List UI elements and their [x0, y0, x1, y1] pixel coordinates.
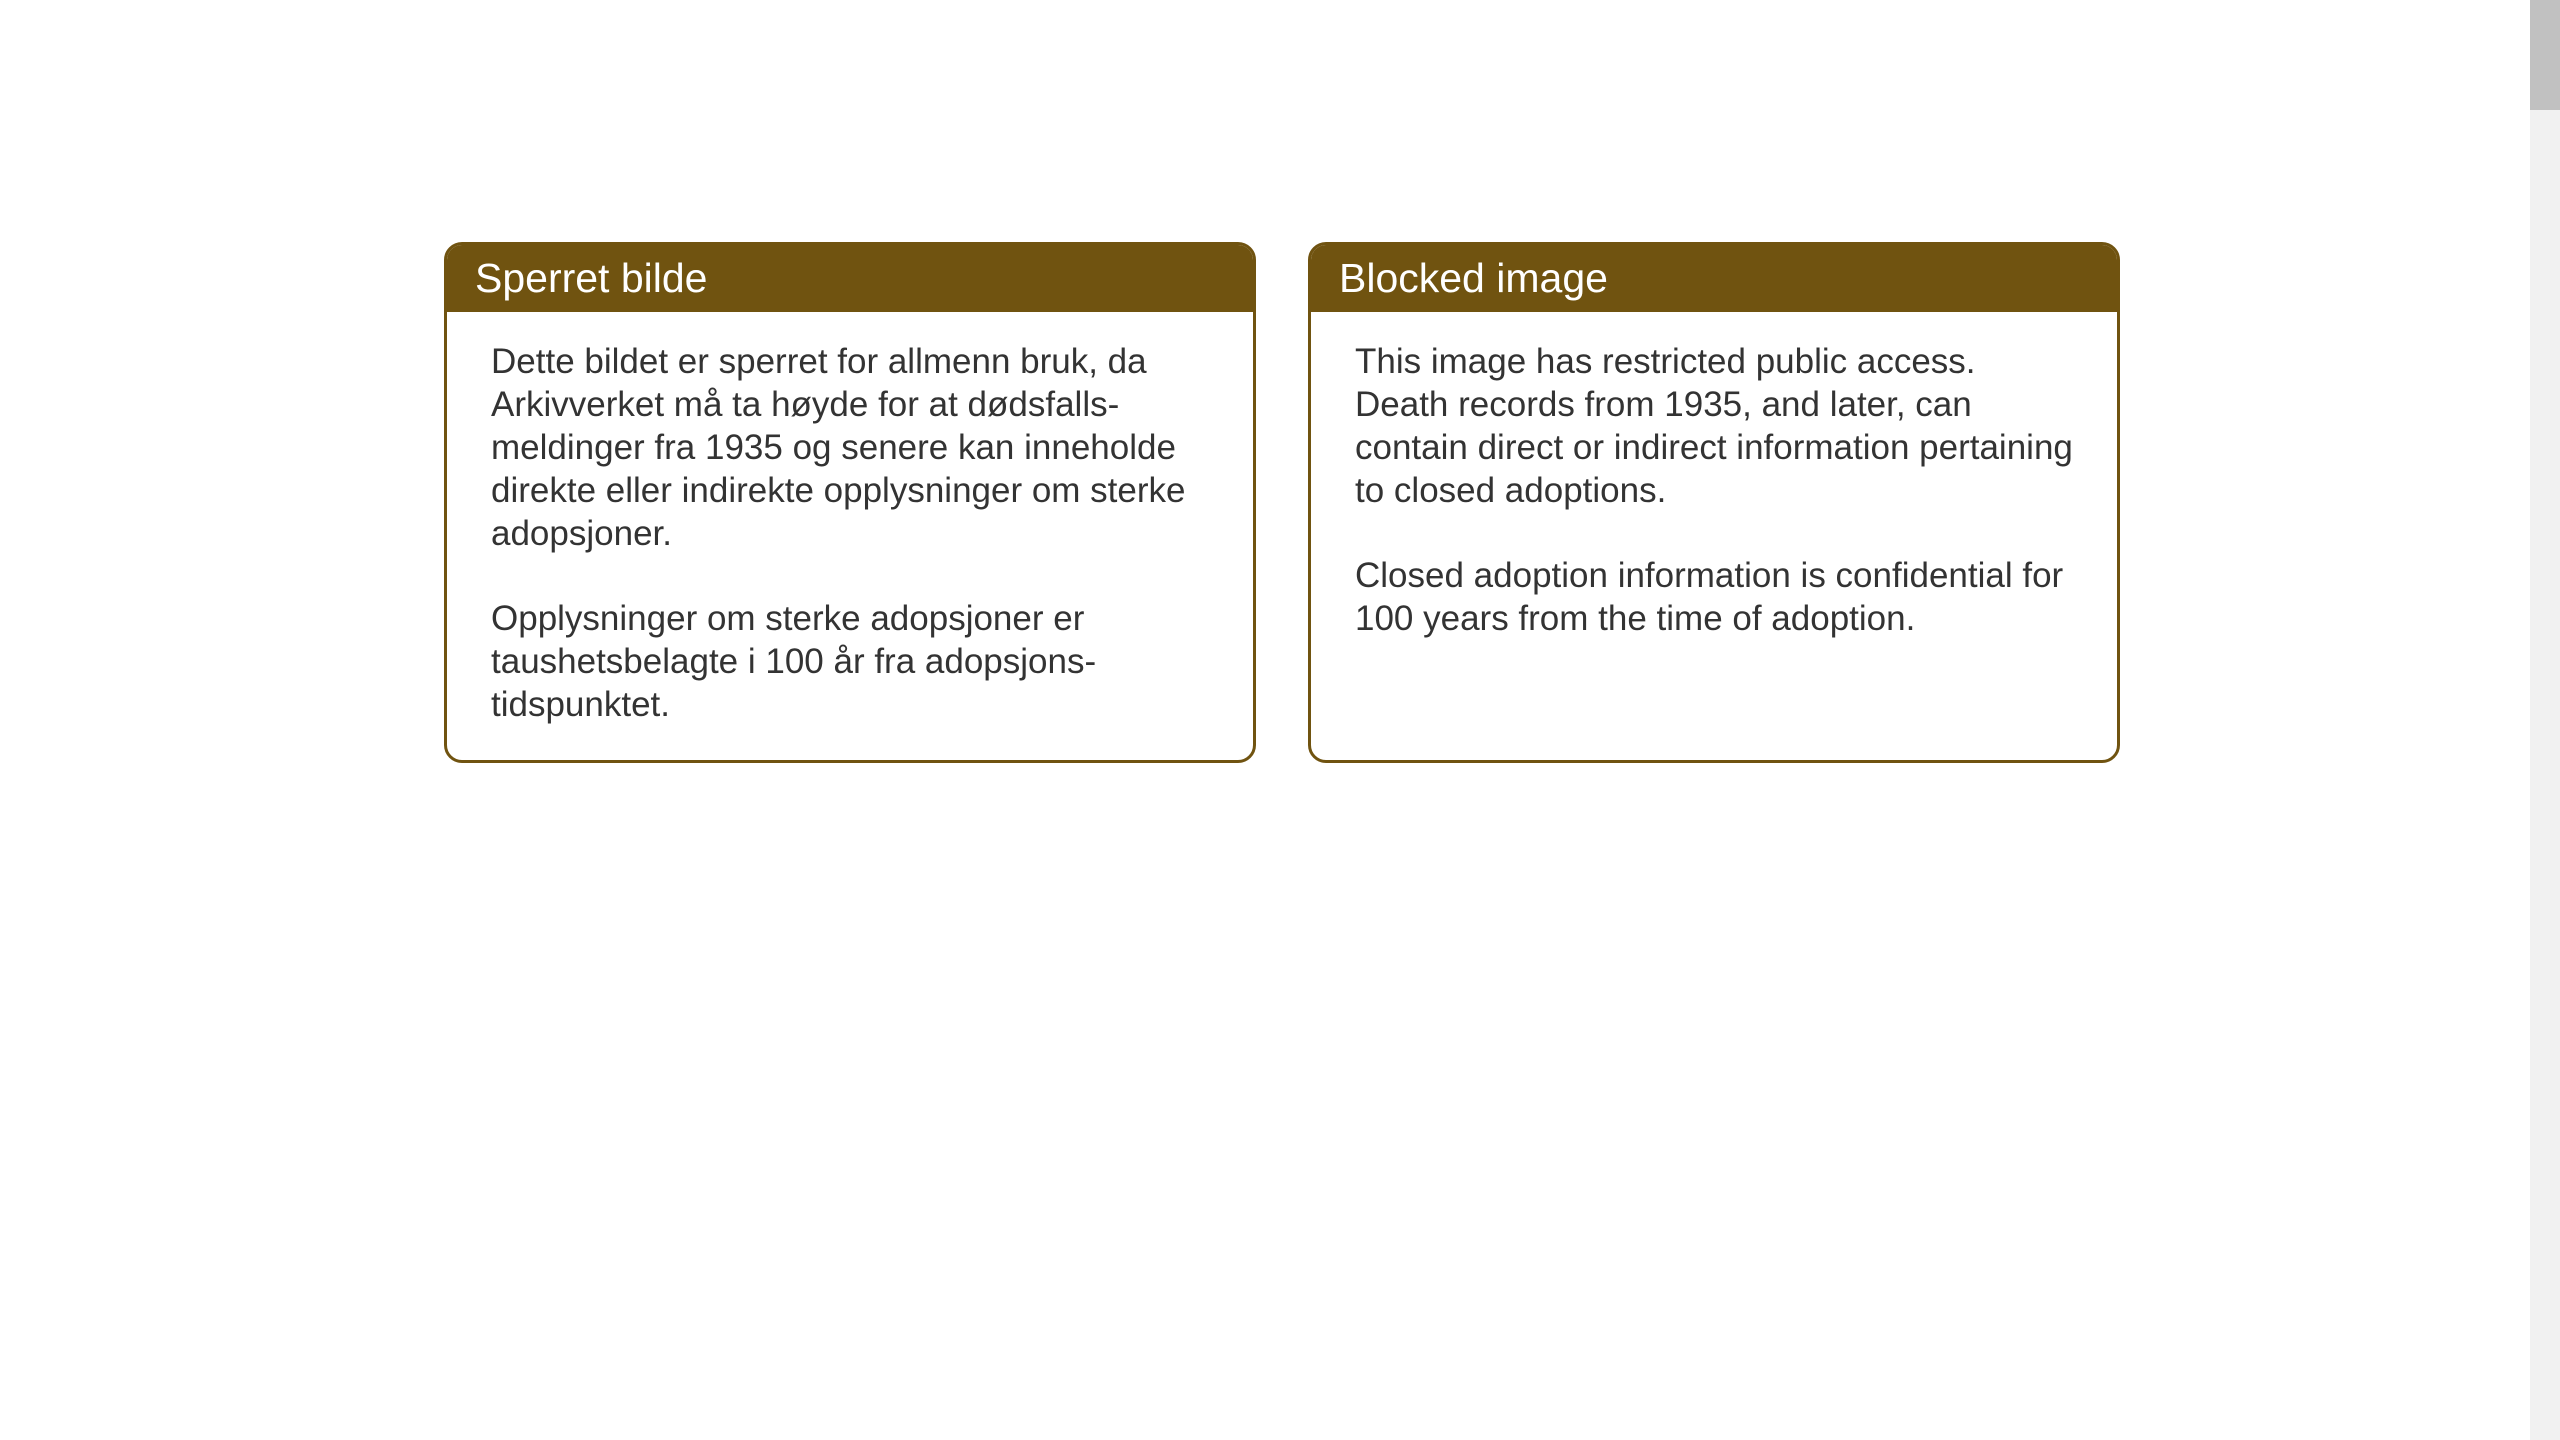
notice-paragraph: Closed adoption information is confident… — [1355, 554, 2073, 640]
notice-paragraph: Dette bildet er sperret for allmenn bruk… — [491, 340, 1209, 555]
notice-title-english: Blocked image — [1311, 245, 2117, 312]
notice-container: Sperret bilde Dette bildet er sperret fo… — [444, 242, 2120, 763]
notice-card-english: Blocked image This image has restricted … — [1308, 242, 2120, 763]
vertical-scrollbar[interactable] — [2530, 0, 2560, 1440]
notice-title-norwegian: Sperret bilde — [447, 245, 1253, 312]
notice-paragraph: This image has restricted public access.… — [1355, 340, 2073, 512]
notice-card-norwegian: Sperret bilde Dette bildet er sperret fo… — [444, 242, 1256, 763]
scrollbar-thumb[interactable] — [2530, 0, 2560, 110]
notice-paragraph: Opplysninger om sterke adopsjoner er tau… — [491, 597, 1209, 726]
notice-body-english: This image has restricted public access.… — [1311, 312, 2117, 674]
notice-body-norwegian: Dette bildet er sperret for allmenn bruk… — [447, 312, 1253, 760]
